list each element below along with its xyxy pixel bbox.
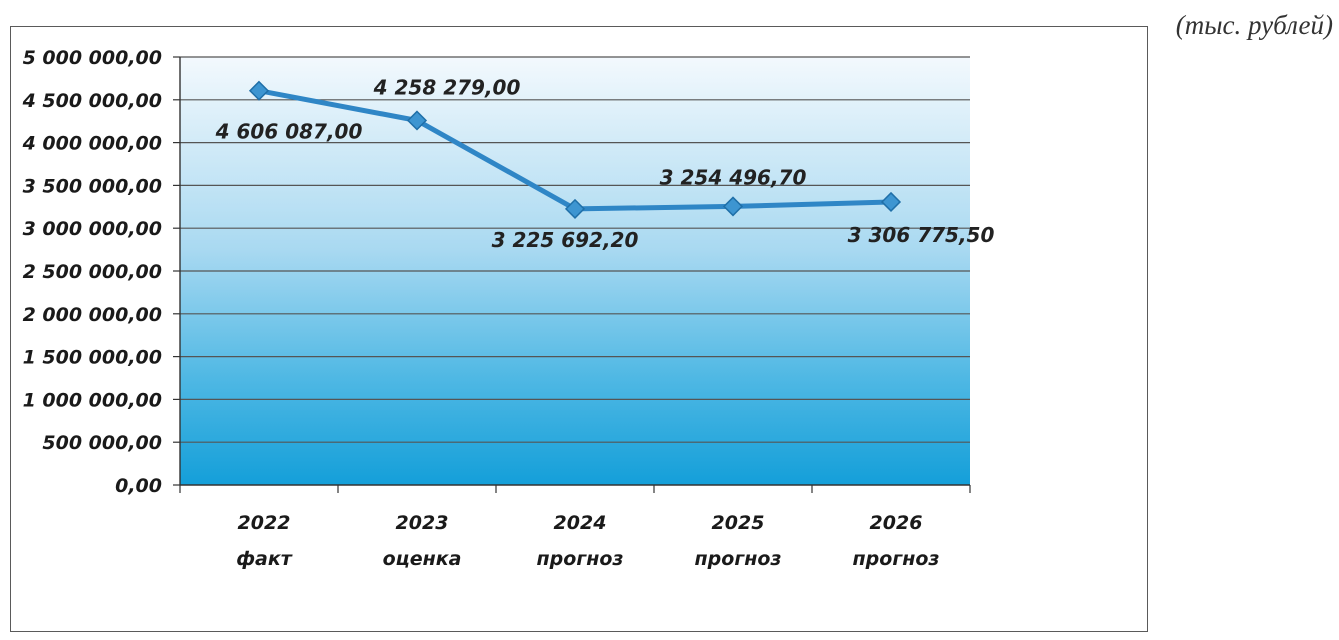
y-tick-label: 4 000 000,00	[22, 133, 162, 155]
y-tick-label: 500 000,00	[42, 432, 162, 454]
y-tick-label: 1 500 000,00	[23, 347, 162, 369]
data-label: 3 254 496,70	[660, 165, 807, 189]
chart-frame	[10, 26, 1148, 632]
data-labels: 4 606 087,00 4 258 279,00 3 225 692,20 3 25…	[215, 75, 995, 251]
data-point-marker	[248, 80, 270, 101]
x-tick-label: 2023	[396, 512, 449, 534]
y-tick-label: 3 000 000,00	[23, 218, 162, 240]
data-point-marker	[722, 196, 744, 217]
y-tick-label: 4 500 000,00	[22, 90, 162, 112]
x-tick-label: 2025	[712, 512, 765, 534]
y-axis-ticks: 0,00 500 000,00 1 000 000,00 1 500 000,00 2 …	[22, 47, 180, 497]
x-tick-label: прогноз	[695, 548, 782, 570]
units-label: (тыс. рублей)	[1175, 10, 1333, 40]
y-tick-label: 2 000 000,00	[23, 304, 162, 326]
data-label: 3 225 692,20	[492, 228, 639, 252]
y-tick-label: 1 000 000,00	[23, 389, 162, 411]
data-label: 4 606 087,00	[215, 120, 363, 144]
x-tick-label: оценка	[383, 548, 462, 570]
y-tick-label: 3 500 000,00	[23, 175, 162, 197]
x-tick-label: прогноз	[537, 548, 624, 570]
y-tick-label: 0,00	[115, 475, 162, 497]
x-tick-label: 2026	[870, 512, 923, 534]
gridlines	[180, 56, 970, 443]
x-tick-label: факт	[236, 548, 293, 570]
x-tick-label: 2024	[554, 512, 607, 534]
data-label: 4 258 279,00	[373, 75, 521, 99]
y-tick-label: 2 500 000,00	[23, 261, 162, 283]
data-label: 3 306 775,50	[848, 223, 995, 247]
data-point-marker	[406, 110, 428, 131]
series	[248, 80, 902, 219]
y-tick-label: 5 000 000,00	[23, 47, 162, 69]
x-axis-ticks: 2022 факт 2023 оценка 2024 прогноз 2025 прогноз…	[179, 485, 971, 570]
data-point-marker	[880, 191, 902, 213]
x-tick-label: 2022	[238, 512, 291, 534]
x-tick-label: прогноз	[853, 548, 940, 570]
data-point-marker	[564, 198, 586, 219]
